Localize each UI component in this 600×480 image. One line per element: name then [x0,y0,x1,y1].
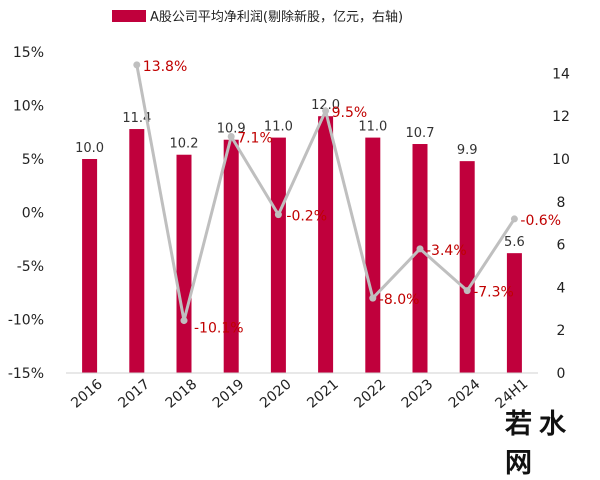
line-point [369,294,377,302]
line-point [463,287,471,295]
watermark-logo: 若水网 [505,409,573,479]
x-category-label: 2022 [351,376,389,411]
x-category-label: 2019 [210,376,248,411]
legend-label: A股公司平均净利润(剔除新股，亿元，右轴) [150,9,403,25]
left-tick-label: -15% [8,366,44,382]
bar-value-label: 11.0 [264,120,293,135]
x-category-label: 2017 [115,376,153,411]
x-category-label: 2016 [68,376,106,411]
line-point [133,61,141,69]
line-value-label: 7.1% [237,131,273,147]
bar [176,154,192,373]
right-tick-label: 6 [557,238,566,254]
left-tick-label: -10% [8,313,44,329]
line-point [322,107,330,115]
bar-value-label: 10.2 [170,137,199,152]
line-value-label: -8.0% [379,292,420,308]
x-category-label: 2024 [446,376,484,411]
line-point [227,133,235,141]
line-value-label: -0.2% [286,209,327,225]
line-point [510,215,518,223]
left-tick-label: 5% [22,152,44,168]
bar [318,116,334,373]
line-value-label: -3.4% [426,243,467,259]
line-point [180,317,188,325]
x-category-label: 2021 [304,376,342,411]
bar [412,144,428,373]
x-category-label: 2020 [257,376,295,411]
x-category-label: 2018 [163,376,201,411]
line-value-label: -7.3% [473,285,514,301]
bar-value-label: 10.9 [217,122,246,137]
left-tick-label: 0% [22,206,44,222]
line-value-label: -10.1% [194,321,244,337]
left-tick-label: 15% [13,45,44,61]
bar-value-label: 9.9 [457,143,478,158]
left-tick-label: -5% [17,259,44,275]
bar [365,137,381,373]
bar [506,253,522,373]
line-point [416,245,424,253]
line-value-label: 9.5% [332,105,368,121]
bar-value-label: 12.0 [311,98,340,113]
bar [129,129,145,373]
legend-swatch [112,10,146,22]
chart-root: A股公司平均净利润(剔除新股，亿元，右轴) 15% 10% 5% 0% -5% -10% -1… [8,9,570,479]
right-tick-label: 4 [557,280,566,296]
right-tick-label: 10 [552,152,570,168]
right-tick-label: 14 [552,66,570,82]
right-tick-label: 12 [552,109,570,125]
bar [270,137,286,373]
right-tick-label: 2 [557,323,566,339]
bar-value-label: 10.7 [406,126,435,141]
bar [223,139,239,373]
line-value-label: 13.8% [143,59,187,75]
right-tick-label: 0 [557,366,566,382]
combo-chart: A股公司平均净利润(剔除新股，亿元，右轴) 15% 10% 5% 0% -5% -10% -1… [8,9,570,412]
line-point [274,211,282,219]
bar [82,159,98,373]
bar [459,161,475,373]
x-category-label: 2023 [399,376,437,411]
bar-value-label: 11.4 [122,111,151,126]
right-tick-label: 8 [557,195,566,211]
bar-value-label: 5.6 [504,235,525,250]
left-tick-label: 10% [13,99,44,115]
bar-value-label: 11.0 [358,120,387,135]
line-value-label: -0.6% [520,213,561,229]
bar-value-label: 10.0 [75,141,104,156]
